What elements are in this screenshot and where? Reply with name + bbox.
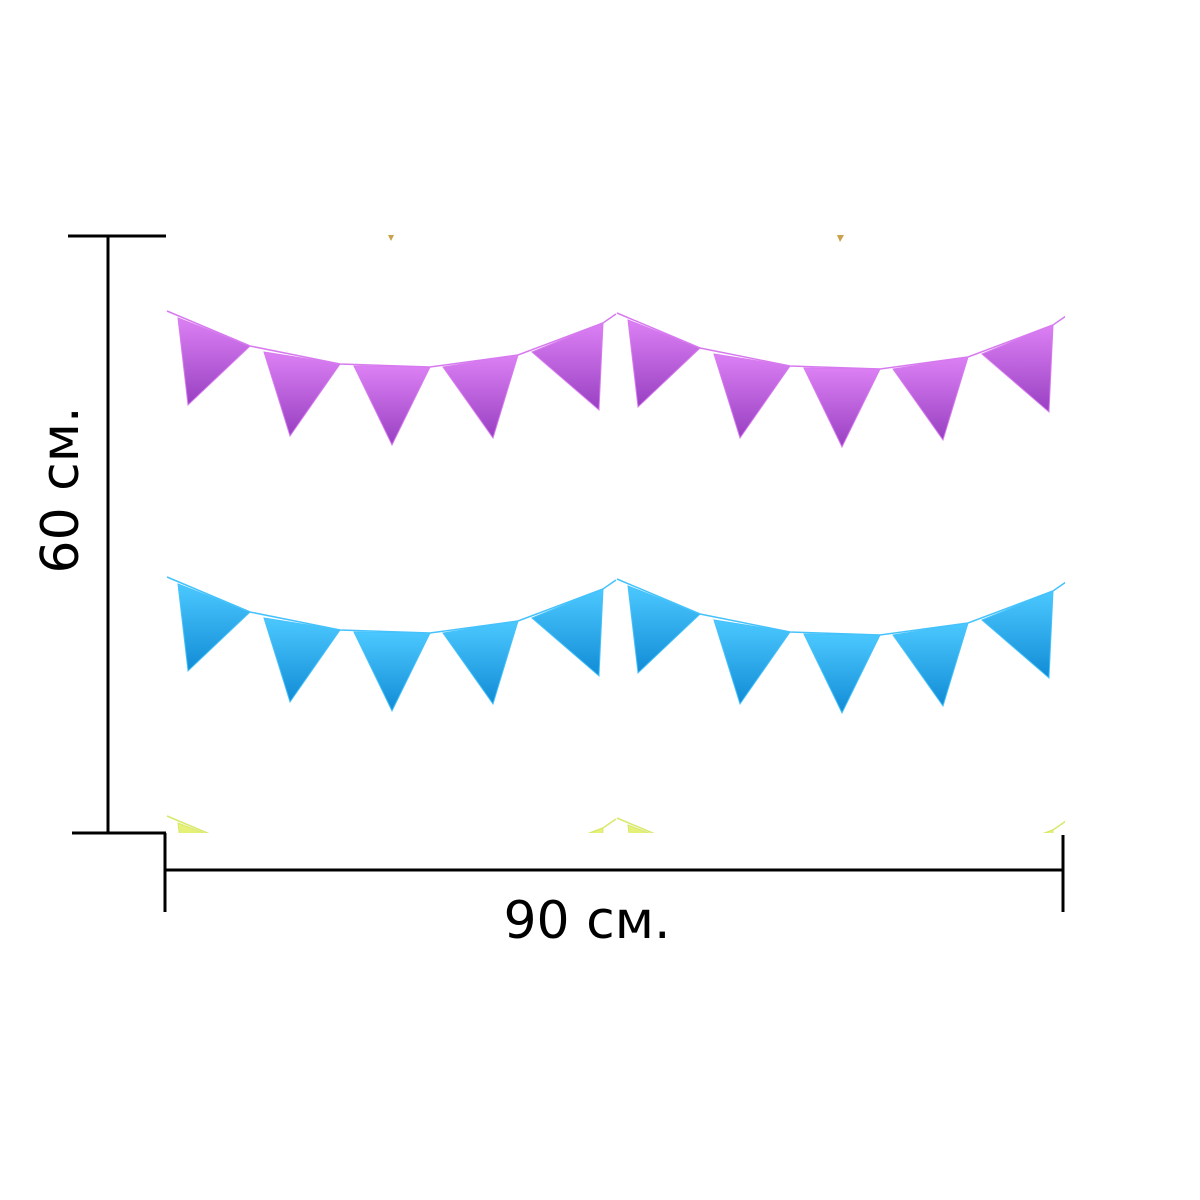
width-label: 90 см. xyxy=(503,891,670,951)
purple-garland xyxy=(166,310,1065,448)
blue-garland xyxy=(166,576,1065,714)
dimension-lines xyxy=(68,234,1065,912)
height-label: 60 см. xyxy=(31,406,91,573)
bunting-print xyxy=(166,235,1065,833)
gold-garland-tips xyxy=(388,235,844,242)
